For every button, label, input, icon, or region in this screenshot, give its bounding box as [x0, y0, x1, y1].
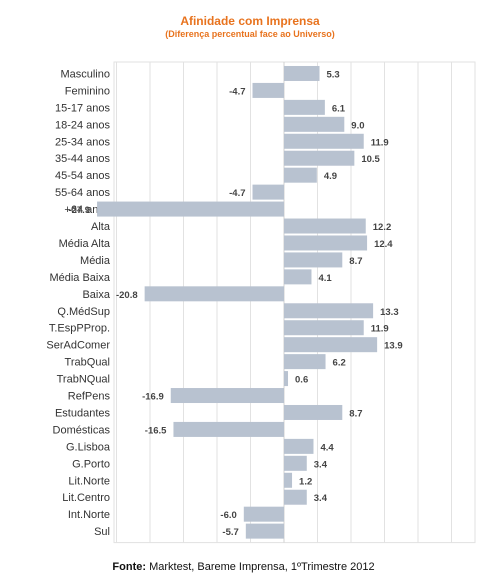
value-label: 3.4 [314, 459, 328, 470]
value-label: 0.6 [295, 375, 308, 386]
value-label: 13.3 [380, 307, 399, 318]
bar [243, 506, 284, 522]
value-label: 11.9 [371, 137, 389, 148]
bar [284, 116, 345, 132]
plot-area [113, 61, 476, 544]
value-label: 1.2 [299, 476, 312, 487]
category-label: 35-44 anos [55, 153, 111, 165]
bar [252, 184, 284, 200]
category-label: Média Alta [59, 238, 111, 250]
value-label: 11.9 [371, 324, 389, 335]
bar [284, 150, 355, 166]
value-label: -20.8 [116, 290, 138, 301]
category-label: Média [80, 255, 111, 267]
bar [144, 286, 284, 302]
category-label: T.EspPProp. [49, 323, 110, 335]
bar [284, 354, 326, 370]
category-label: Baixa [82, 289, 110, 301]
chart-title: Afinidade com Imprensa [180, 14, 320, 28]
category-label: Int.Norte [68, 509, 110, 521]
category-label: Feminino [65, 85, 110, 97]
category-label: TrabNQual [57, 374, 110, 386]
value-label: 13.9 [384, 341, 403, 352]
value-label: 12.4 [374, 239, 393, 250]
bar [284, 303, 374, 319]
value-label: 9.0 [351, 120, 364, 131]
bar [284, 252, 343, 268]
category-label: 25-34 anos [55, 136, 111, 148]
bar [173, 421, 284, 437]
value-label: 6.2 [333, 358, 346, 369]
bar [284, 133, 364, 149]
value-label: 10.5 [361, 154, 380, 165]
category-label: SerAdComer [46, 340, 110, 352]
value-label: -4.7 [229, 86, 245, 97]
bar [284, 337, 378, 353]
bar [97, 201, 284, 217]
bar [284, 235, 368, 251]
bar [284, 269, 312, 285]
bar [284, 99, 325, 115]
bar [284, 438, 314, 454]
category-label: Lit.Centro [62, 492, 110, 504]
category-label: 18-24 anos [55, 119, 111, 131]
value-label: 8.7 [349, 256, 362, 267]
source-label: Fonte: [112, 561, 147, 573]
bar [284, 404, 343, 420]
value-label: 4.4 [320, 442, 334, 453]
category-label: Estudantes [55, 407, 111, 419]
source-text: Marktest, Bareme Imprensa, 1ºTrimestre 2… [146, 561, 375, 573]
category-label: TrabQual [65, 357, 110, 369]
value-label: -27.9 [68, 205, 90, 216]
value-label: -6.0 [220, 510, 236, 521]
bar [284, 371, 289, 387]
value-label: -4.7 [229, 188, 245, 199]
chart-subtitle: (Diferença percentual face ao Universo) [165, 29, 335, 39]
value-label: -16.5 [145, 425, 167, 436]
bar [284, 472, 293, 488]
bar [284, 167, 317, 183]
category-label: Lit.Norte [68, 475, 110, 487]
bar [245, 523, 284, 539]
value-label: -5.7 [222, 527, 238, 538]
bar [284, 65, 320, 81]
value-label: 6.1 [332, 103, 346, 114]
value-label: 4.9 [324, 171, 337, 182]
value-label: -16.9 [142, 392, 164, 403]
category-label: Domésticas [53, 424, 111, 436]
bar [284, 455, 307, 471]
value-label: 4.1 [318, 273, 332, 284]
value-label: 8.7 [349, 408, 362, 419]
category-label: Q.MédSup [57, 306, 110, 318]
category-label: 45-54 anos [55, 170, 111, 182]
category-label: Masculino [60, 68, 110, 80]
category-label: G.Porto [72, 458, 110, 470]
value-label: 5.3 [327, 69, 340, 80]
category-label: 55-64 anos [55, 187, 111, 199]
bar [170, 388, 284, 404]
category-label: 15-17 anos [55, 102, 111, 114]
category-label: G.Lisboa [66, 441, 111, 453]
category-label: RefPens [68, 391, 111, 403]
category-label: Sul [94, 526, 110, 538]
category-label: Média Baixa [49, 272, 110, 284]
source-line: Fonte: Marktest, Bareme Imprensa, 1ºTrim… [0, 561, 487, 573]
bar [252, 82, 284, 98]
bar-chart: Masculino 5.3 Feminino -4.7 15-17 anos 6.1 18-… [46, 61, 476, 544]
bar [284, 218, 366, 234]
value-label: 3.4 [314, 493, 328, 504]
value-label: 12.2 [373, 222, 392, 233]
bar [284, 489, 307, 505]
category-label: Alta [91, 221, 111, 233]
bar [284, 320, 364, 336]
